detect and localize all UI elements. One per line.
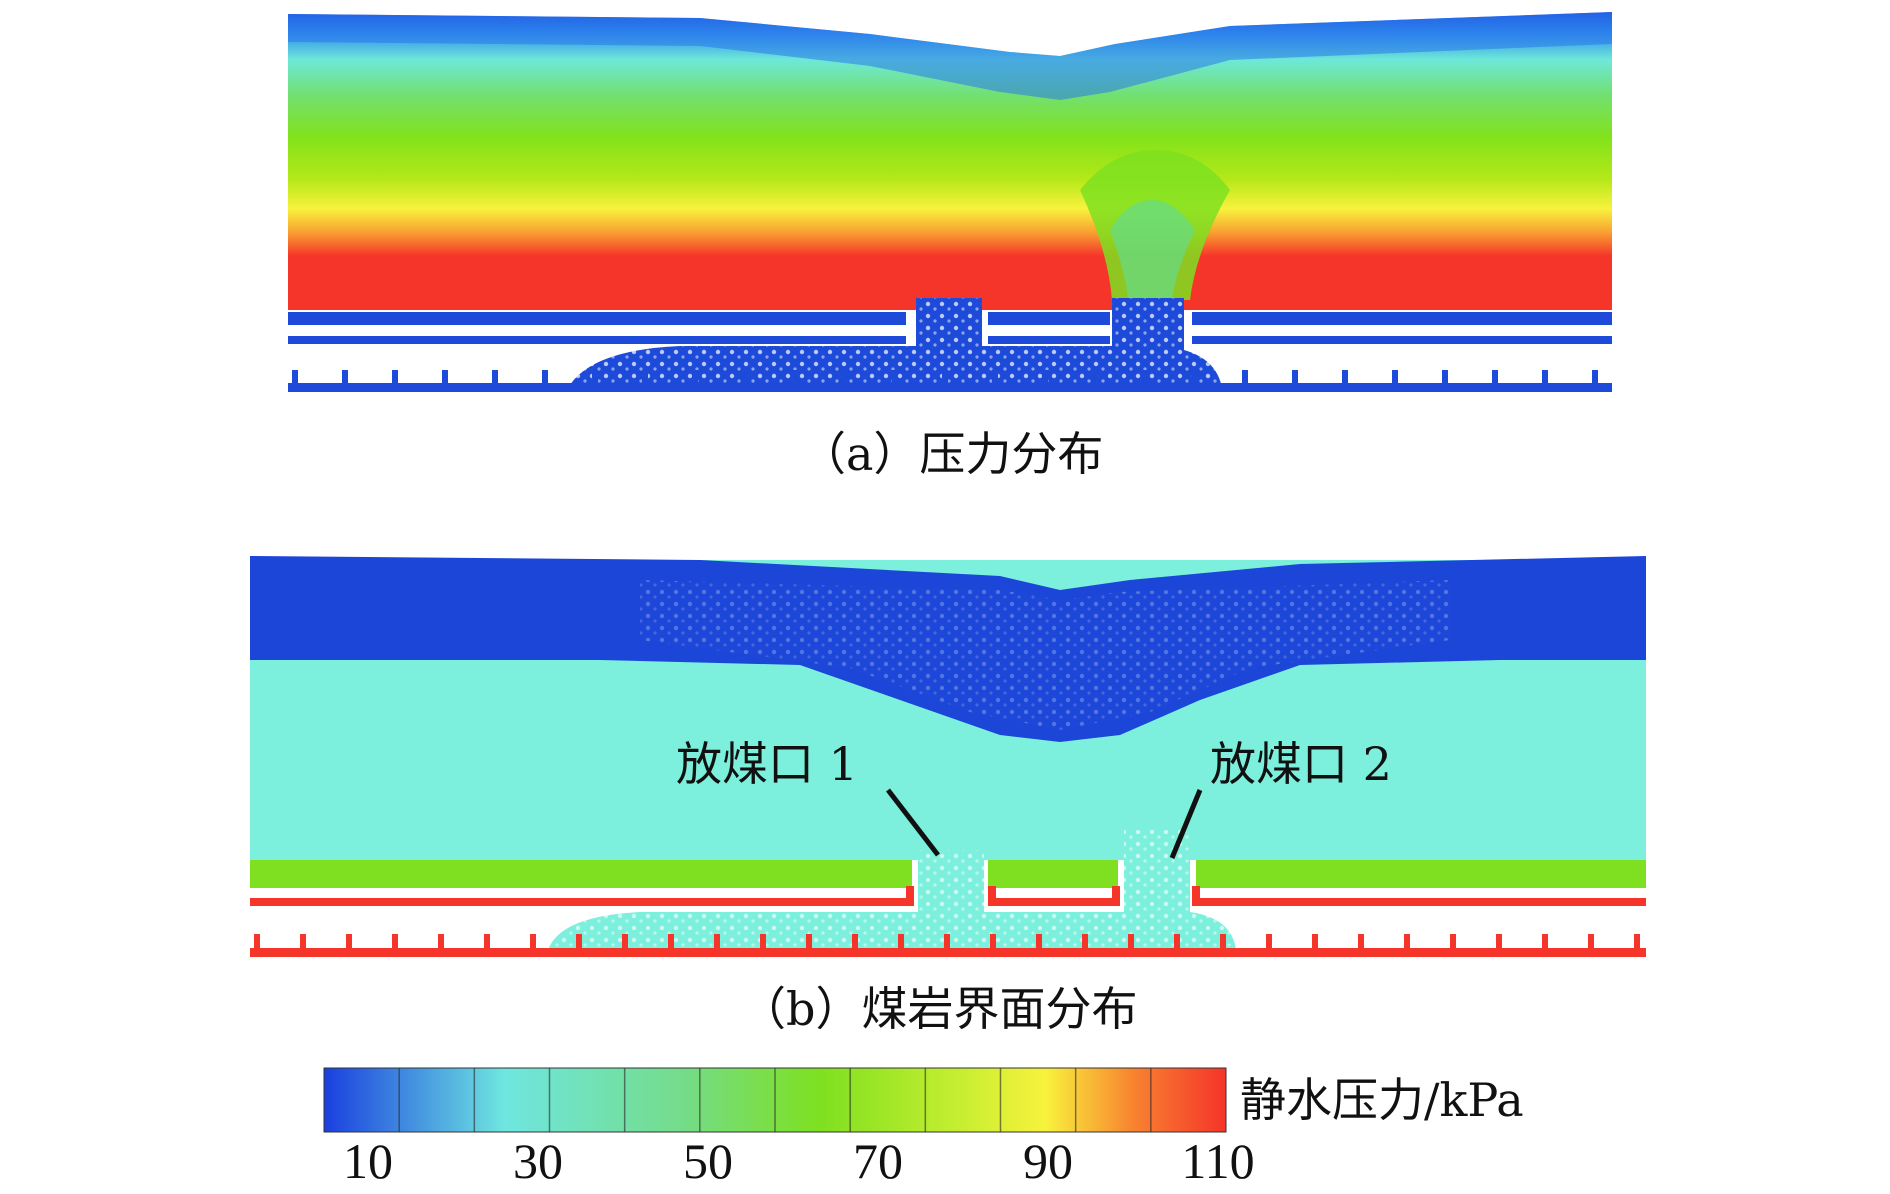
rail-tick xyxy=(992,370,998,384)
rail-tick xyxy=(714,934,720,948)
rail-tick xyxy=(622,934,628,948)
rail-tick xyxy=(1082,934,1088,948)
rail-tick xyxy=(760,934,766,948)
green-plate-right xyxy=(1196,860,1646,888)
rail-tick xyxy=(292,370,298,384)
rail-tick xyxy=(1142,370,1148,384)
rail-tick xyxy=(438,934,444,948)
colorbar-tick-label: 90 xyxy=(1023,1133,1073,1189)
rail-tick xyxy=(542,370,548,384)
support-plate-middle xyxy=(988,312,1110,325)
rail-tick xyxy=(692,370,698,384)
panel-b-interface: 放煤口 1 放煤口 2 xyxy=(250,556,1646,957)
rail-tick xyxy=(898,934,904,948)
rail-tick xyxy=(1634,934,1640,948)
rail-tick xyxy=(944,934,950,948)
rail-tick xyxy=(1542,934,1548,948)
rail-tick xyxy=(792,370,798,384)
rail-tick xyxy=(346,934,352,948)
rail-tick xyxy=(492,370,498,384)
outlet-1-label: 放煤口 1 xyxy=(676,737,858,791)
outlet-1-leader xyxy=(886,788,940,857)
rail-tick xyxy=(1192,370,1198,384)
colorbar: 静水压力/kPa 10 30 50 70 90 110 xyxy=(323,1067,1524,1189)
rail-tick xyxy=(852,934,858,948)
rail-tick xyxy=(442,370,448,384)
rail-tick xyxy=(642,370,648,384)
rail-tick xyxy=(1358,934,1364,948)
green-plate-left xyxy=(250,860,912,888)
rail-tick xyxy=(668,934,674,948)
panel-a-pressure xyxy=(288,12,1612,392)
rail-tick xyxy=(1492,370,1498,384)
rail-tick xyxy=(1542,370,1548,384)
colorbar-tick-label: 10 xyxy=(343,1133,393,1189)
pressure-field xyxy=(288,12,1612,310)
rail-tick xyxy=(1342,370,1348,384)
colorbar-label: 静水压力/kPa xyxy=(1240,1073,1524,1127)
rail-tick xyxy=(1392,370,1398,384)
outlet-2-leader xyxy=(1169,789,1203,859)
rail-tick xyxy=(1036,934,1042,948)
rail-tick xyxy=(1496,934,1502,948)
rail-tick xyxy=(1292,370,1298,384)
rail-tick xyxy=(1592,370,1598,384)
coal-pile xyxy=(568,346,1222,388)
rail-tick xyxy=(392,934,398,948)
green-plate-middle xyxy=(988,860,1118,888)
rail-tick xyxy=(530,934,536,948)
top-low-pressure-band xyxy=(288,12,1612,100)
rail-tick xyxy=(1266,934,1272,948)
support-plate-right xyxy=(1192,312,1612,325)
colorbar-tick-label: 110 xyxy=(1181,1133,1254,1189)
rail-tick xyxy=(392,370,398,384)
rail-tick xyxy=(1312,934,1318,948)
rail-tick xyxy=(1042,370,1048,384)
rail-tick xyxy=(1242,370,1248,384)
rail-tick xyxy=(806,934,812,948)
bottom-rail-b xyxy=(250,934,1646,957)
rail-tick xyxy=(1450,934,1456,948)
bottom-rail xyxy=(288,370,1612,392)
rail-tick xyxy=(1128,934,1134,948)
rail-tick xyxy=(484,934,490,948)
rail-tick xyxy=(742,370,748,384)
outlet-2-label: 放煤口 2 xyxy=(1210,737,1392,791)
panel-a-caption: （a）压力分布 xyxy=(800,427,1103,481)
rail-tick xyxy=(842,370,848,384)
colorbar-tick-label: 50 xyxy=(683,1133,733,1189)
rail-tick xyxy=(1174,934,1180,948)
rail-tick xyxy=(892,370,898,384)
rail-tick xyxy=(1220,934,1226,948)
rail-tick xyxy=(300,934,306,948)
rail-tick xyxy=(1442,370,1448,384)
rail-tick xyxy=(254,934,260,948)
rail-tick xyxy=(1404,934,1410,948)
rail-tick xyxy=(1588,934,1594,948)
rail-tick xyxy=(1092,370,1098,384)
support-plate-left xyxy=(288,312,906,325)
rail-tick xyxy=(990,934,996,948)
rail-tick xyxy=(576,934,582,948)
colorbar-tick-label: 30 xyxy=(513,1133,563,1189)
colorbar-tick-label: 70 xyxy=(853,1133,903,1189)
rail-tick xyxy=(592,370,598,384)
panel-b-caption: （b）煤岩界面分布 xyxy=(740,982,1137,1036)
rail-tick xyxy=(342,370,348,384)
rail-tick xyxy=(942,370,948,384)
